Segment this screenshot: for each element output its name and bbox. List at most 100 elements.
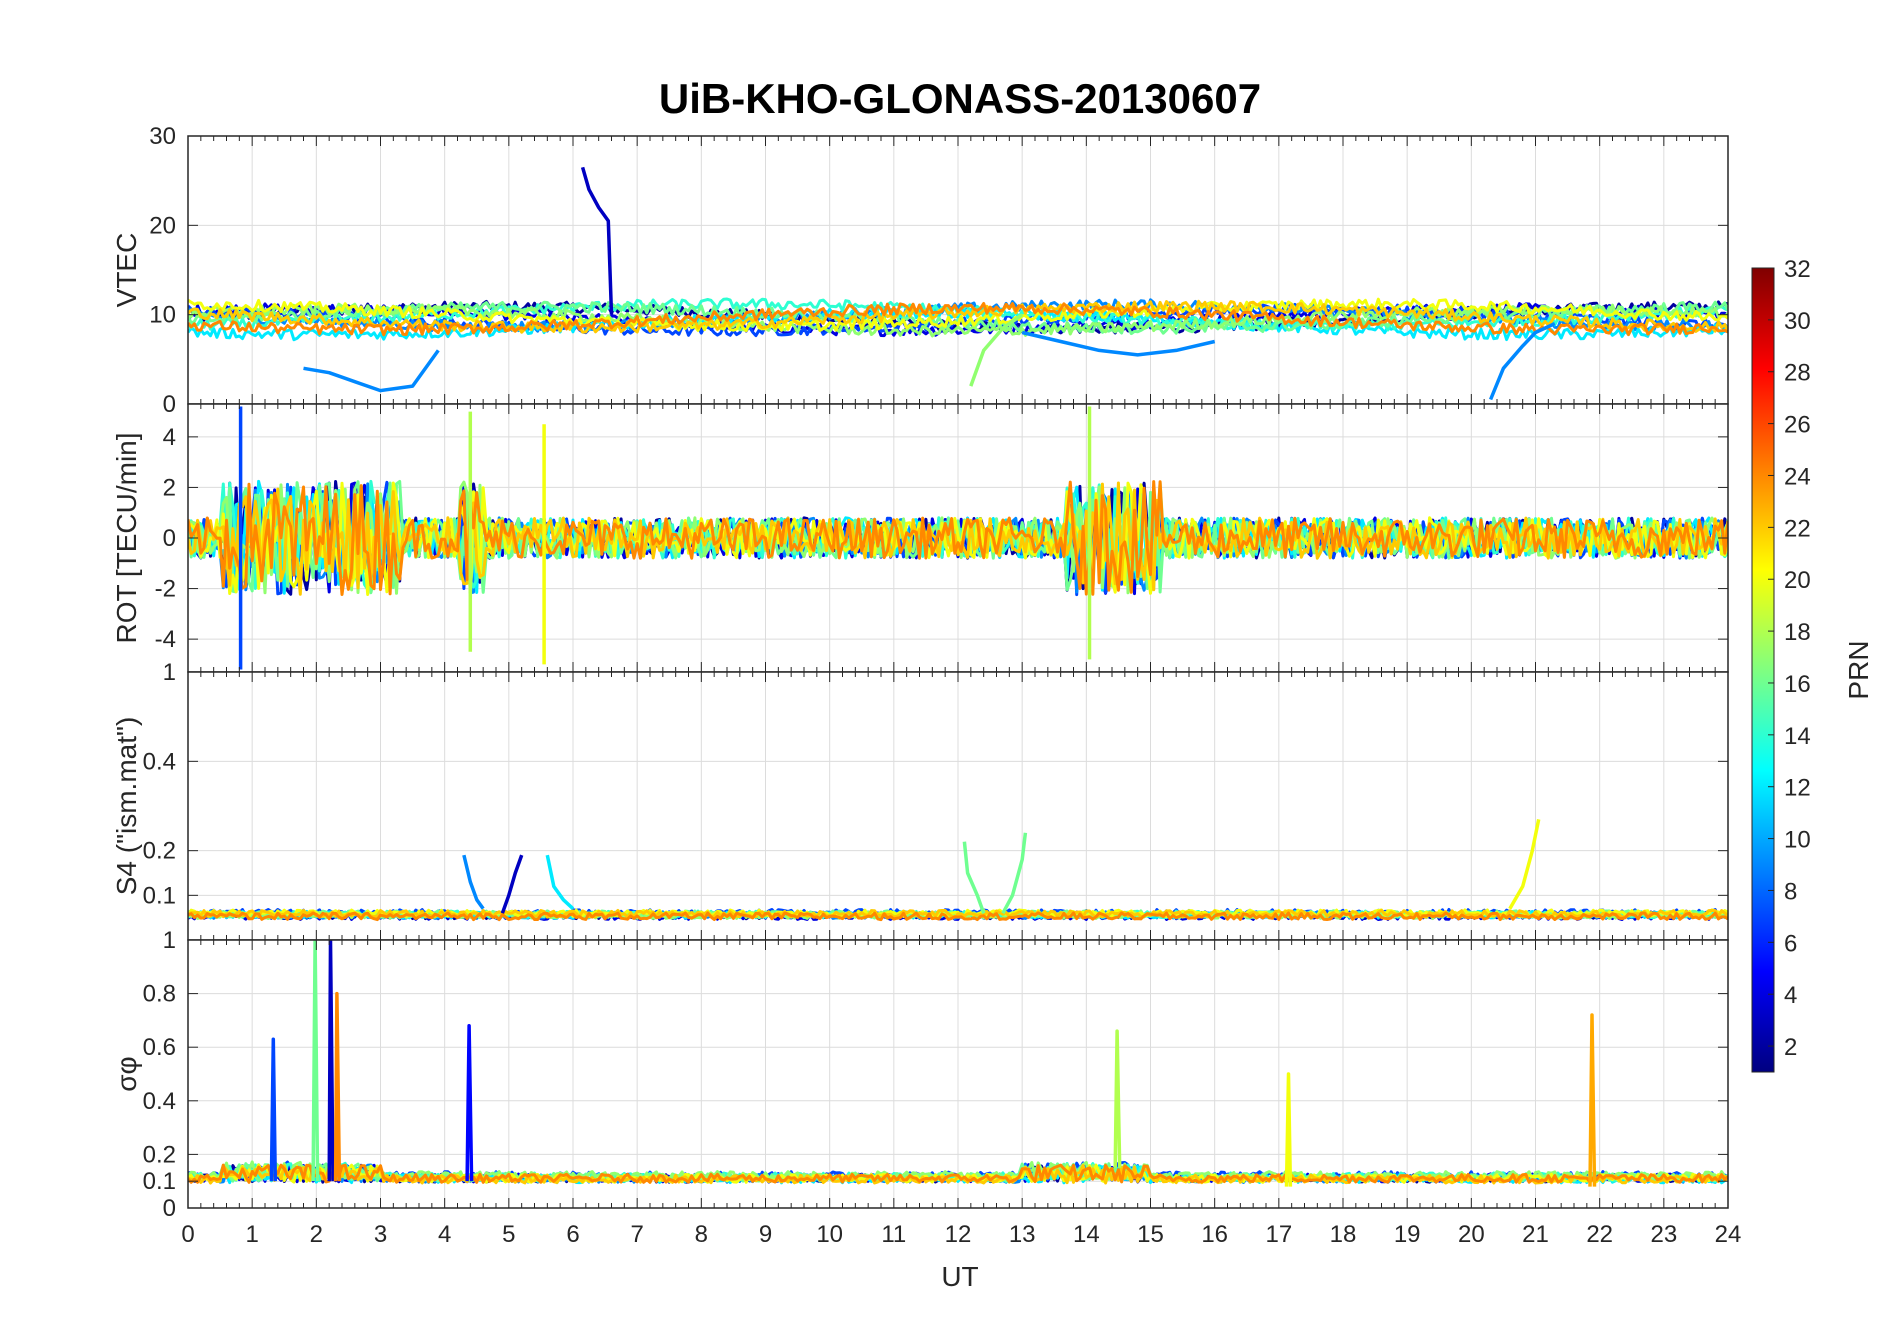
series-line-prn-24 <box>188 911 1728 922</box>
y-tick-label: 0.6 <box>143 1034 176 1061</box>
x-tick-label: 20 <box>1458 1221 1485 1248</box>
x-tick-labels: 0 1 2 3 4 5 6 7 8 9 10 11 12 13 14 15 16 17 18 19 20 21 22 23 24 <box>181 1221 1741 1248</box>
colorbar-tick-label: 26 <box>1784 412 1811 439</box>
x-tick-label: 18 <box>1330 1221 1357 1248</box>
colorbar-tick-label: 10 <box>1784 827 1811 854</box>
feature-line-prn-16 <box>962 841 986 914</box>
x-tick-label: 8 <box>695 1221 708 1248</box>
feature-line-prn-20 <box>1508 819 1541 910</box>
plot-area <box>188 166 1728 401</box>
feature-line-prn-16 <box>311 940 320 1182</box>
x-tick-label: 6 <box>566 1221 579 1248</box>
x-tick-label: 12 <box>945 1221 972 1248</box>
y-tick-label: 0.1 <box>143 1168 176 1195</box>
x-axis-label: UT <box>941 1261 978 1292</box>
y-axis-label: ROT [TECU/min] <box>111 432 142 643</box>
colorbar-tick-label: 14 <box>1784 723 1811 750</box>
feature-line-prn-3 <box>327 940 335 1182</box>
x-tick-label: 14 <box>1073 1221 1100 1248</box>
x-tick-label: 4 <box>438 1221 451 1248</box>
x-tick-label: 1 <box>245 1221 258 1248</box>
series-line-prn-12 <box>188 306 1728 342</box>
x-tick-label: 9 <box>759 1221 772 1248</box>
x-tick-label: 23 <box>1650 1221 1677 1248</box>
y-tick-label: 0.8 <box>143 981 176 1008</box>
plot-area <box>188 940 1728 1187</box>
feature-line-prn-16 <box>1001 832 1028 915</box>
series-line-prn-24 <box>188 480 1728 596</box>
y-tick-label: 2 <box>163 474 176 501</box>
feature-line-prn-7 <box>269 1037 278 1182</box>
series-line-prn-24 <box>188 302 1728 337</box>
feature-line-prn-20 <box>1284 1072 1293 1187</box>
x-tick-label: 10 <box>816 1221 843 1248</box>
y-tick-label: 20 <box>149 212 176 239</box>
y-tick-label: 1 <box>163 927 176 954</box>
y-tick-label: 0.2 <box>143 838 176 865</box>
colorbar-tick-label: 32 <box>1784 256 1811 283</box>
colorbar-tick-label: 16 <box>1784 671 1811 698</box>
y-tick-label: 0 <box>163 1195 176 1222</box>
feature-line-prn-9 <box>303 349 440 393</box>
y-tick-label: 4 <box>163 424 176 451</box>
feature-line-prn-18 <box>1113 1029 1122 1168</box>
panel-1: 0 10 20 30 VTEC <box>111 123 1729 418</box>
x-tick-label: 17 <box>1265 1221 1292 1248</box>
x-tick-label: 5 <box>502 1221 515 1248</box>
colorbar-tick-label: 2 <box>1784 1034 1797 1061</box>
y-axis-label: σφ <box>111 1056 142 1091</box>
panel-3: 0.1 0.2 0.4 1 S4 ("ism.mat") <box>111 659 1729 941</box>
colorbar-label: PRN <box>1843 640 1874 699</box>
y-tick-label: 1 <box>163 659 176 686</box>
series-line-prn-24 <box>188 1163 1728 1184</box>
colorbar-tick-label: 4 <box>1784 982 1797 1009</box>
x-tick-label: 3 <box>374 1221 387 1248</box>
x-tick-label: 21 <box>1522 1221 1549 1248</box>
x-tick-label: 15 <box>1137 1221 1164 1248</box>
y-tick-label: 30 <box>149 123 176 150</box>
y-tick-label: 0 <box>163 391 176 418</box>
series-line-prn-16 <box>188 300 1728 336</box>
chart-title: UiB-KHO-GLONASS-20130607 <box>659 75 1261 122</box>
series-line-prn-22 <box>188 481 1728 596</box>
x-tick-label: 0 <box>181 1221 194 1248</box>
x-tick-label: 16 <box>1201 1221 1228 1248</box>
x-tick-label: 19 <box>1394 1221 1421 1248</box>
x-tick-label: 22 <box>1586 1221 1613 1248</box>
y-axis-label: VTEC <box>111 233 142 308</box>
x-tick-label: 2 <box>310 1221 323 1248</box>
x-tick-label: 11 <box>881 1221 906 1248</box>
feature-line-prn-5 <box>465 1024 474 1182</box>
feature-line-prn-3 <box>500 854 524 914</box>
y-tick-label: 0 <box>163 525 176 552</box>
colorbar-tick-label: 18 <box>1784 619 1811 646</box>
x-tick-label: 7 <box>630 1221 643 1248</box>
y-tick-label: -2 <box>155 576 176 603</box>
x-tick-label: 13 <box>1009 1221 1036 1248</box>
y-tick-label: 10 <box>149 302 176 329</box>
feature-line-prn-9 <box>1488 322 1556 401</box>
x-tick-label: 24 <box>1715 1221 1742 1248</box>
y-tick-label: -4 <box>155 626 176 653</box>
colorbar-tick-label: 6 <box>1784 930 1797 957</box>
feature-line-prn-3 <box>580 166 614 315</box>
y-tick-label: 0.1 <box>143 882 176 909</box>
panel-2: -4 -2 0 2 4 ROT [TECU/min] <box>111 403 1729 673</box>
feature-line-prn-23 <box>1588 1013 1597 1187</box>
feature-line-prn-17 <box>969 313 1024 387</box>
y-tick-label: 0.4 <box>143 1088 176 1115</box>
colorbar-tick-label: 22 <box>1784 515 1811 542</box>
feature-line-prn-9 <box>1021 330 1216 357</box>
colorbar-tick-label: 12 <box>1784 775 1811 802</box>
y-tick-label: 0.2 <box>143 1141 176 1168</box>
colorbar-tick-label: 28 <box>1784 360 1811 387</box>
feature-line-prn-9 <box>462 854 485 910</box>
feature-line-prn-24 <box>333 991 342 1182</box>
colorbar-tick-label: 20 <box>1784 567 1811 594</box>
y-axis-label: S4 ("ism.mat") <box>111 717 142 896</box>
plot-area <box>188 819 1728 922</box>
